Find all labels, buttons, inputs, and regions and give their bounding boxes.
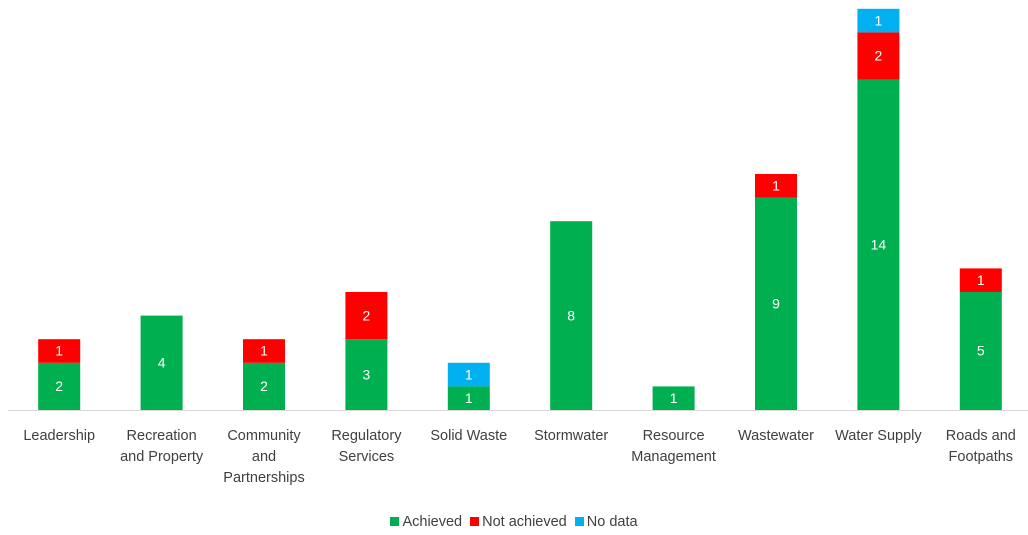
- legend-item: Achieved: [390, 514, 462, 530]
- legend-swatch: [574, 517, 584, 526]
- bar-segment: [345, 292, 388, 340]
- bar-segment: [38, 362, 81, 410]
- data-label: 1: [977, 272, 985, 288]
- data-label: 5: [977, 343, 985, 359]
- legend-label: Achieved: [402, 514, 463, 530]
- x-tick-label: Resource Management: [631, 428, 716, 465]
- bar-segment: [550, 221, 593, 410]
- data-label: 3: [363, 366, 371, 382]
- bar-segment: [857, 8, 900, 33]
- data-label: 1: [670, 390, 678, 406]
- bar-segment: [140, 315, 183, 410]
- x-tick-label: Regulatory Services: [331, 428, 402, 465]
- x-tick-label: Community and Partnerships: [223, 428, 305, 486]
- x-tick-label: Recreation and Property: [120, 428, 204, 465]
- data-label: 2: [260, 378, 268, 394]
- bar-segment: [959, 268, 1002, 292]
- data-label: 1: [772, 178, 780, 194]
- x-tick-label: Solid Waste: [430, 428, 508, 444]
- data-label: 4: [158, 355, 166, 371]
- data-label: 8: [567, 307, 575, 323]
- bar-segment: [652, 386, 695, 410]
- bar-segment: [243, 362, 285, 410]
- data-label: 9: [772, 296, 780, 312]
- bar-segment: [38, 339, 81, 363]
- data-label: 1: [55, 343, 63, 359]
- bar-segment: [345, 339, 388, 410]
- bar-segment: [857, 79, 900, 410]
- data-label: 1: [465, 390, 473, 406]
- x-tick-label: Stormwater: [534, 428, 609, 444]
- data-label: 1: [260, 343, 268, 359]
- x-tick-label: Water Supply: [835, 428, 922, 444]
- bar-segment: [243, 339, 285, 363]
- data-label: 2: [875, 48, 883, 64]
- data-label: 2: [363, 307, 371, 323]
- data-label: 2: [55, 378, 63, 394]
- data-label: 1: [465, 366, 473, 382]
- bar-segment: [755, 197, 797, 410]
- bar-segment: [447, 362, 490, 387]
- legend-swatch: [470, 517, 480, 526]
- legend-label: No data: [586, 514, 638, 530]
- bar-segment: [959, 292, 1002, 410]
- bar-segment: [857, 32, 900, 80]
- legend-item: No data: [574, 514, 638, 530]
- x-tick-label: Wastewater: [737, 428, 814, 444]
- legend: Achieved Not achieved No data: [0, 514, 1028, 530]
- legend-label: Not achieved: [482, 514, 567, 530]
- data-label: 1: [875, 12, 883, 28]
- data-label: 14: [871, 237, 887, 253]
- bar-segment: [447, 386, 490, 410]
- legend-item: Not achieved: [470, 514, 567, 530]
- x-tick-label: Leadership: [23, 428, 96, 444]
- bar-segment: [755, 174, 797, 198]
- legend-swatch: [390, 517, 400, 526]
- x-tick-label: Roads and Footpaths: [945, 428, 1016, 465]
